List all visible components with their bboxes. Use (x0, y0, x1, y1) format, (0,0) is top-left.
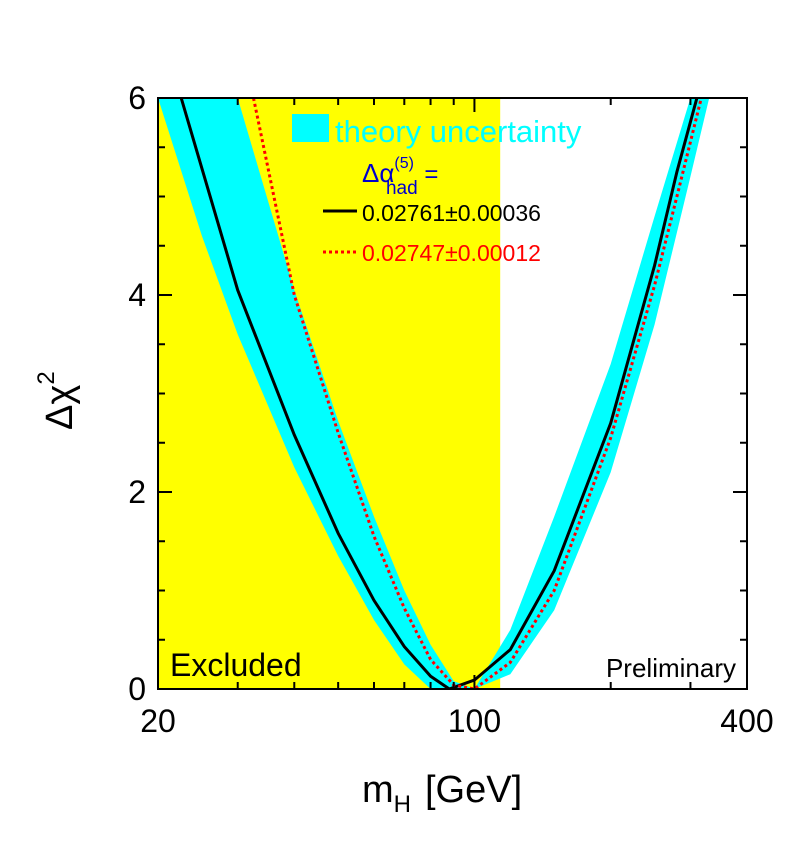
y-axis-title-main: Δχ (39, 385, 81, 430)
excluded-label: Excluded (170, 647, 302, 683)
y-axis-title-sup: 2 (33, 371, 60, 384)
preliminary-annotation: Preliminary (606, 653, 736, 683)
legend-band-swatch (292, 114, 329, 142)
y-tick-label: 2 (128, 474, 146, 510)
x-tick-label: 20 (140, 703, 176, 739)
legend-header-suffix: = (418, 161, 439, 188)
theory-uncertainty-band (158, 98, 710, 689)
x-axis-title: mH [GeV] (362, 769, 522, 818)
x-axis-title-main: m (362, 769, 394, 811)
series-line-1 (252, 98, 703, 689)
series-line-0 (179, 98, 699, 689)
legend: theory uncertainty Δα(5) had = 0.02761±0.… (292, 114, 582, 266)
x-tick-label: 100 (448, 703, 501, 739)
legend-label-series-0: 0.02761±0.00036 (362, 200, 541, 226)
plot-frame (157, 97, 748, 690)
x-tick-label: 400 (720, 703, 773, 739)
x-axis-title-unit: [GeV] (425, 769, 522, 811)
legend-band-label: theory uncertainty (335, 114, 582, 149)
y-axis-title: Δχ2 (33, 371, 81, 430)
y-tick-label: 0 (128, 671, 146, 707)
legend-header-main: Δα (362, 158, 394, 188)
y-tick-label: 6 (128, 80, 146, 116)
y-tick-label: 4 (128, 277, 146, 313)
legend-header: Δα(5) had = (362, 155, 438, 199)
legend-label-series-1: 0.02747±0.00012 (362, 240, 541, 266)
x-axis-title-sub: H (394, 791, 411, 818)
legend-header-sup: (5) (394, 155, 414, 172)
legend-header-sub: had (386, 178, 418, 199)
